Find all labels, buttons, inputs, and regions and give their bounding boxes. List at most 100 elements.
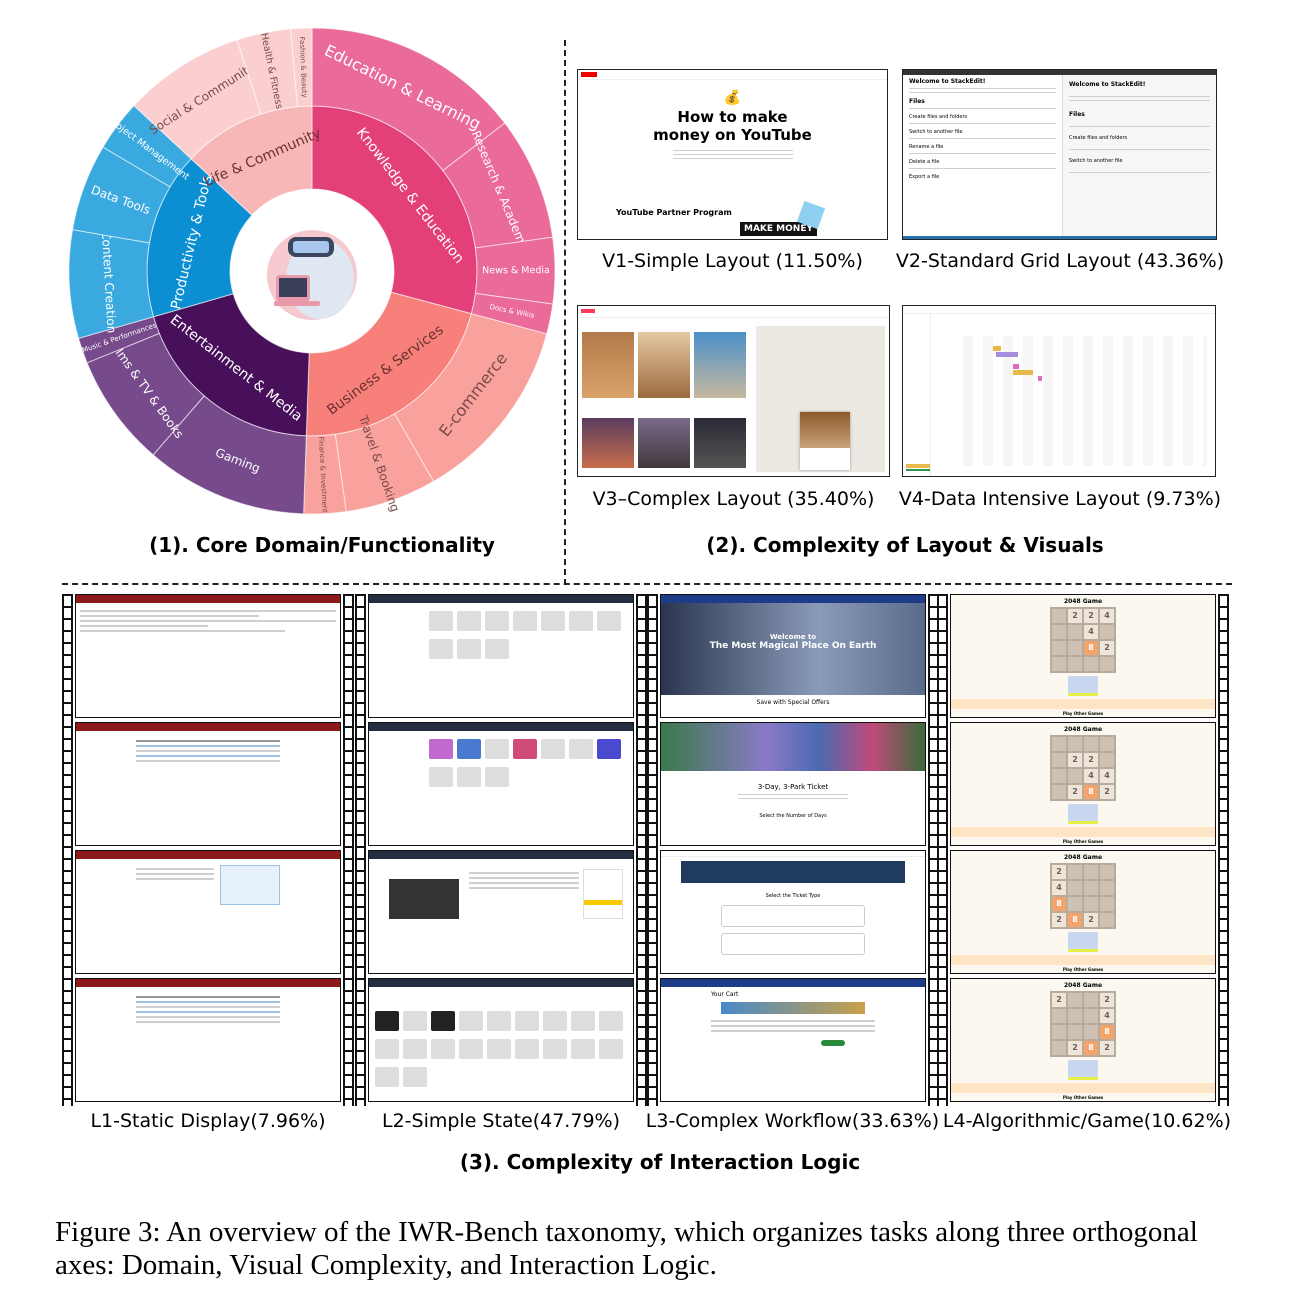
sunburst-label: Content Creation (99, 231, 119, 334)
game-tile: 2 (1084, 609, 1098, 623)
l3-offers: Save with Special Offers (756, 699, 830, 706)
l3-filmstrip: Welcome to The Most Magical Place On Ear… (647, 594, 939, 1106)
v1-headline: How to make money on YouTube (653, 108, 812, 144)
game-tile (1052, 1025, 1066, 1039)
game-tile (1068, 865, 1082, 879)
l3-ticket-title: 3-Day, 3-Park Ticket (757, 783, 829, 791)
game-tile (1084, 1025, 1098, 1039)
game-title: 2048 Game (1063, 726, 1103, 733)
game-tile: 2 (1068, 753, 1082, 767)
film-sprocket (647, 594, 658, 1106)
l3-caption: L3-Complex Workflow(33.63%) (645, 1110, 940, 1132)
v2-section: Export a file (909, 174, 940, 180)
film-sprocket (937, 594, 948, 1106)
l2-frame (368, 978, 634, 1102)
llama-mascot-icon (231, 190, 393, 352)
game-tile (1100, 897, 1114, 911)
game-tile: 8 (1068, 913, 1082, 927)
v2-headline: Welcome to StackEdit! (909, 78, 986, 85)
l4-caption: L4-Algorithmic/Game(10.62%) (942, 1110, 1232, 1132)
game-tile: 8 (1084, 1041, 1098, 1055)
v3-thumbnail (577, 305, 890, 477)
l3-frame: 3-Day, 3-Park Ticket Select the Number o… (660, 722, 926, 846)
map-area[interactable] (756, 326, 885, 472)
v1-section: YouTube Partner Program (616, 208, 732, 217)
game-tile: 2 (1052, 993, 1066, 1007)
game-tile (1100, 753, 1114, 767)
game-tile (1068, 897, 1082, 911)
game-tile (1068, 657, 1082, 671)
v1-caption: V1-Simple Layout (11.50%) (602, 250, 863, 272)
play-other-games-link[interactable]: Play Other Games (1062, 967, 1104, 972)
game-tile (1052, 657, 1066, 671)
v2-preview-headline: Welcome to StackEdit! (1069, 81, 1146, 88)
v2-preview-section: Files (1069, 111, 1085, 118)
gantt-chart (963, 336, 1207, 466)
vertical-divider (564, 40, 566, 585)
game-title: 2048 Game (1063, 982, 1103, 989)
money-bag-icon: 💰 (723, 90, 742, 106)
figure-caption: Figure 3: An overview of the IWR-Bench t… (55, 1216, 1198, 1281)
panel3-title: (3). Complexity of Interaction Logic (459, 1150, 861, 1174)
play-other-games-link[interactable]: Play Other Games (1062, 1095, 1104, 1100)
film-sprocket (343, 594, 354, 1106)
v2-preview-section: Switch to another file (1069, 158, 1123, 164)
game-tile (1052, 753, 1066, 767)
game-tile (1100, 913, 1114, 927)
l3-days: Select the Number of Days (759, 813, 827, 819)
v2-editor-pane: Welcome to StackEdit! Files Create files… (903, 75, 1063, 239)
sunburst-label: News & Media (482, 265, 550, 276)
v2-section: Create files and folders (909, 114, 968, 120)
game-tile (1100, 881, 1114, 895)
game-tile: 8 (1084, 785, 1098, 799)
l2-frame (368, 850, 634, 974)
game-tile: 8 (1084, 641, 1098, 655)
game-tile: 2 (1052, 913, 1066, 927)
game-tile (1052, 785, 1066, 799)
l1-caption: L1-Static Display(7.96%) (90, 1110, 326, 1132)
game-tile: 2 (1100, 641, 1114, 655)
game-tile (1100, 657, 1114, 671)
game-tile (1084, 1009, 1098, 1023)
v2-section: Files (909, 98, 925, 105)
game-tile (1052, 769, 1066, 783)
game-tile (1084, 897, 1098, 911)
v2-preview-pane: Welcome to StackEdit! Files Create files… (1063, 75, 1216, 239)
game-tile: 2 (1100, 993, 1114, 1007)
game-tile: 2 (1068, 1041, 1082, 1055)
l3-frame: Your Cart (660, 978, 926, 1102)
game-tile (1068, 737, 1082, 751)
v3-caption: V3–Complex Layout (35.40%) (592, 488, 875, 510)
game-tile (1084, 737, 1098, 751)
game-tile (1084, 881, 1098, 895)
play-other-games-link[interactable]: Play Other Games (1062, 711, 1104, 716)
game-tile (1068, 625, 1082, 639)
game-tile (1052, 1009, 1066, 1023)
game-tile (1068, 769, 1082, 783)
game-tile: 2 (1068, 785, 1082, 799)
l3-frame: Select the Ticket Type (660, 850, 926, 974)
l1-frame (75, 722, 341, 846)
game-tile (1052, 641, 1066, 655)
panel2-title: (2). Complexity of Layout & Visuals (706, 533, 1104, 557)
game-tile: 8 (1052, 897, 1066, 911)
l1-frame (75, 594, 341, 718)
v2-section: Delete a file (909, 159, 940, 165)
game-tile (1068, 1025, 1082, 1039)
film-sprocket (355, 594, 366, 1106)
game-tile: 2 (1084, 753, 1098, 767)
v2-thumbnail: Welcome to StackEdit! Files Create files… (902, 69, 1217, 240)
game-tile (1052, 1041, 1066, 1055)
l2-filmstrip (355, 594, 647, 1106)
play-other-games-link[interactable]: Play Other Games (1062, 839, 1104, 844)
panel1-title: (1). Core Domain/Functionality (149, 533, 495, 557)
game-tile (1084, 657, 1098, 671)
v2-section: Rename a file (909, 144, 944, 150)
